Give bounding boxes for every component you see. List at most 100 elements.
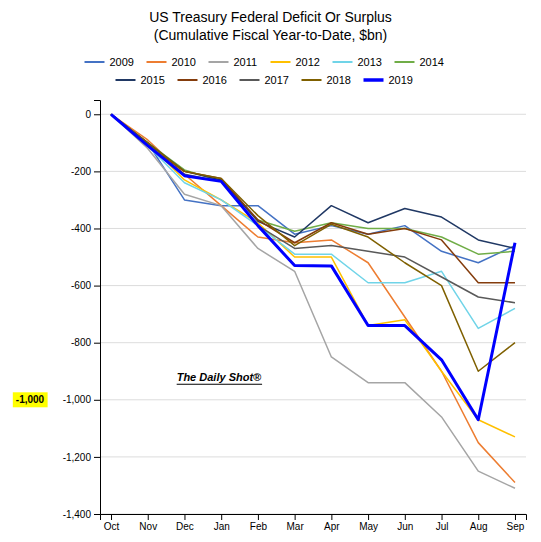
legend-swatch	[147, 61, 167, 63]
y-tick-label: -600	[71, 280, 91, 291]
legend-swatch	[271, 61, 291, 63]
legend-item: 2016	[178, 74, 227, 86]
legend-swatch	[85, 61, 105, 63]
highlight-label: -1,000	[16, 394, 45, 405]
y-tick-mark	[94, 171, 100, 172]
highlight-box	[13, 392, 48, 407]
series-line	[111, 114, 515, 302]
legend-label: 2016	[203, 74, 227, 86]
legend-item: 2009	[85, 56, 134, 68]
series-line	[111, 114, 515, 328]
legend-swatch	[364, 78, 384, 82]
y-tick: -200	[71, 166, 100, 177]
y-tick-label: -1,400	[63, 509, 92, 520]
legend-item: 2012	[271, 56, 320, 68]
series-line	[111, 114, 515, 248]
series-line	[111, 114, 515, 371]
x-tick-label: Feb	[250, 521, 268, 532]
legend-label: 2009	[110, 56, 134, 68]
x-tick-label: May	[359, 521, 378, 532]
legend-label: 2019	[389, 74, 413, 86]
x-tick: Jan	[214, 514, 230, 532]
legend-swatch	[395, 61, 415, 63]
legend-item: 2019	[364, 74, 413, 86]
y-tick-label: -200	[71, 166, 91, 177]
x-tick: Mar	[287, 514, 305, 532]
x-tick: Nov	[139, 514, 157, 532]
legend-label: 2010	[172, 56, 196, 68]
y-tick-mark	[94, 228, 100, 229]
x-tick-label: Dec	[176, 521, 194, 532]
y-tick-label: -1,200	[63, 452, 92, 463]
legend-label: 2015	[141, 74, 165, 86]
x-tick-mark	[111, 514, 112, 520]
legend-item: 2014	[395, 56, 444, 68]
x-axis: OctNovDecJanFebMarAprMayJunJulAugSep	[101, 514, 527, 532]
legend-item: 2015	[116, 74, 165, 86]
x-tick-label: Aug	[470, 521, 488, 532]
x-tick: Feb	[250, 514, 268, 532]
y-tick-mark	[94, 343, 100, 344]
y-tick-mark	[94, 514, 100, 515]
legend-label: 2014	[420, 56, 444, 68]
title-line: (Cumulative Fiscal Year-to-Date, $bn)	[154, 27, 387, 43]
x-tick-label: Nov	[139, 521, 157, 532]
series-line	[111, 114, 515, 437]
legend-swatch	[333, 61, 353, 63]
y-tick-label: -800	[71, 337, 91, 348]
x-tick-label: Oct	[104, 521, 120, 532]
y-tick: -1,000	[63, 394, 100, 405]
x-tick: Oct	[104, 514, 120, 532]
legend-swatch	[178, 79, 198, 81]
y-tick: 0	[85, 109, 100, 120]
x-tick: May	[359, 514, 378, 532]
legend-item: 2011	[209, 56, 258, 68]
x-tick-mark	[442, 514, 443, 520]
y-tick: -1,200	[63, 452, 100, 463]
y-tick-mark	[94, 457, 100, 458]
x-tick: Jun	[397, 514, 413, 532]
legend-swatch	[209, 61, 229, 63]
grid	[100, 114, 526, 514]
x-tick: Sep	[507, 514, 525, 532]
legend-label: 2012	[296, 56, 320, 68]
title-line: US Treasury Federal Deficit Or Surplus	[149, 9, 392, 25]
x-tick: Apr	[324, 514, 340, 532]
legend-label: 2013	[358, 56, 382, 68]
x-tick-label: Mar	[287, 521, 305, 532]
y-tick-mark	[94, 400, 100, 401]
grid-line	[100, 456, 526, 457]
series-line	[111, 114, 515, 420]
x-tick-mark	[331, 514, 332, 520]
y-axis-line	[94, 101, 101, 515]
legend-item: 2010	[147, 56, 196, 68]
y-tick-label: -1,000	[63, 394, 92, 405]
x-tick-mark	[405, 514, 406, 520]
x-tick: Aug	[470, 514, 488, 532]
chart: US Treasury Federal Deficit Or Surplus (C…	[0, 0, 541, 542]
x-axis-line	[101, 515, 527, 521]
x-tick-mark	[184, 514, 185, 520]
legend-swatch	[302, 79, 322, 81]
legend: 2009201020112012201320142015201620172018…	[85, 56, 444, 86]
series-line	[111, 114, 515, 482]
series-line	[111, 114, 515, 488]
watermark-underline	[177, 384, 262, 385]
grid-line	[100, 114, 526, 115]
x-tick-mark	[148, 514, 149, 520]
legend-swatch	[240, 79, 260, 81]
y-tick-label: -400	[71, 223, 91, 234]
y-axis: 0 -200 -400 -600 -800 -1,000 -1,200 -1,400	[63, 101, 101, 520]
x-tick-mark	[368, 514, 369, 520]
plot-area	[111, 114, 515, 488]
legend-swatch	[116, 79, 136, 81]
series-line	[111, 114, 515, 282]
legend-item: 2017	[240, 74, 289, 86]
legend-label: 2011	[234, 56, 258, 68]
y-tick-label: 0	[85, 109, 91, 120]
y-tick-mark	[94, 114, 100, 115]
x-tick-mark	[258, 514, 259, 520]
x-tick-mark	[515, 514, 516, 520]
x-tick: Dec	[176, 514, 194, 532]
highlight: -1,000	[13, 392, 48, 407]
